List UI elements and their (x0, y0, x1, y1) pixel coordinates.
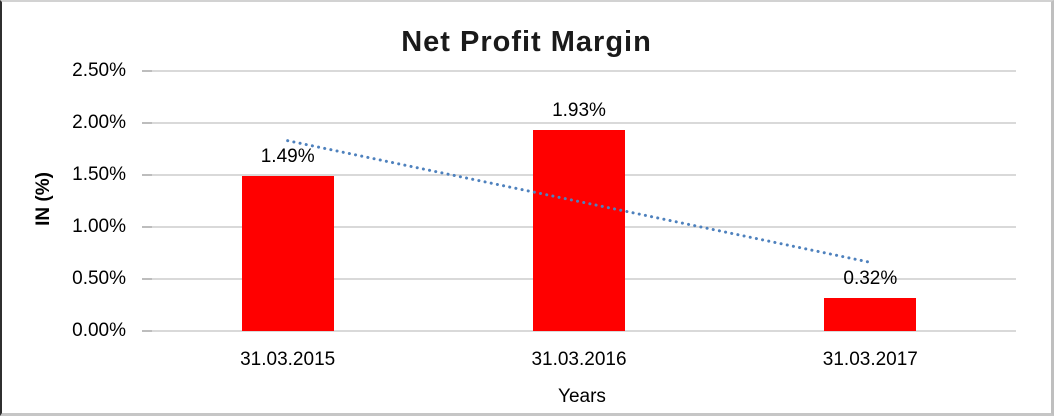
y-tick-label: 2.00% (72, 112, 126, 133)
y-axis-tick-mark (142, 278, 152, 280)
y-axis-tick-mark (142, 330, 152, 332)
y-tick-label: 2.50% (72, 60, 126, 81)
gridline (142, 330, 1016, 332)
y-axis-tick-mark (142, 174, 152, 176)
y-axis-title: IN (%) (33, 172, 54, 226)
x-category-label: 31.03.2017 (822, 349, 918, 370)
bar-data-label: 0.32% (843, 267, 898, 289)
x-category-label: 31.03.2015 (240, 349, 336, 370)
y-axis-tick-mark (142, 122, 152, 124)
bar (824, 297, 917, 331)
x-axis-title: Years (558, 386, 606, 407)
y-axis-tick-mark (142, 70, 152, 72)
y-tick-label: 1.00% (72, 216, 126, 237)
bar-data-label: 1.49% (260, 146, 315, 168)
x-category-label: 31.03.2016 (531, 349, 627, 370)
y-tick-label: 1.50% (72, 164, 126, 185)
y-axis-tick-mark (142, 226, 152, 228)
bar-data-label: 1.93% (552, 100, 606, 122)
y-tick-label: 0.50% (72, 268, 126, 289)
gridline (142, 70, 1016, 72)
y-tick-label: 0.00% (72, 320, 126, 341)
bar (241, 176, 334, 331)
bar-layer: 1.49% 31.03.2015 1.93% 31.03.2016 0.32% 31.03… (2, 2, 1051, 413)
bar (533, 130, 625, 331)
chart-title: Net Profit Margin (401, 26, 652, 58)
gridline (142, 122, 1016, 124)
